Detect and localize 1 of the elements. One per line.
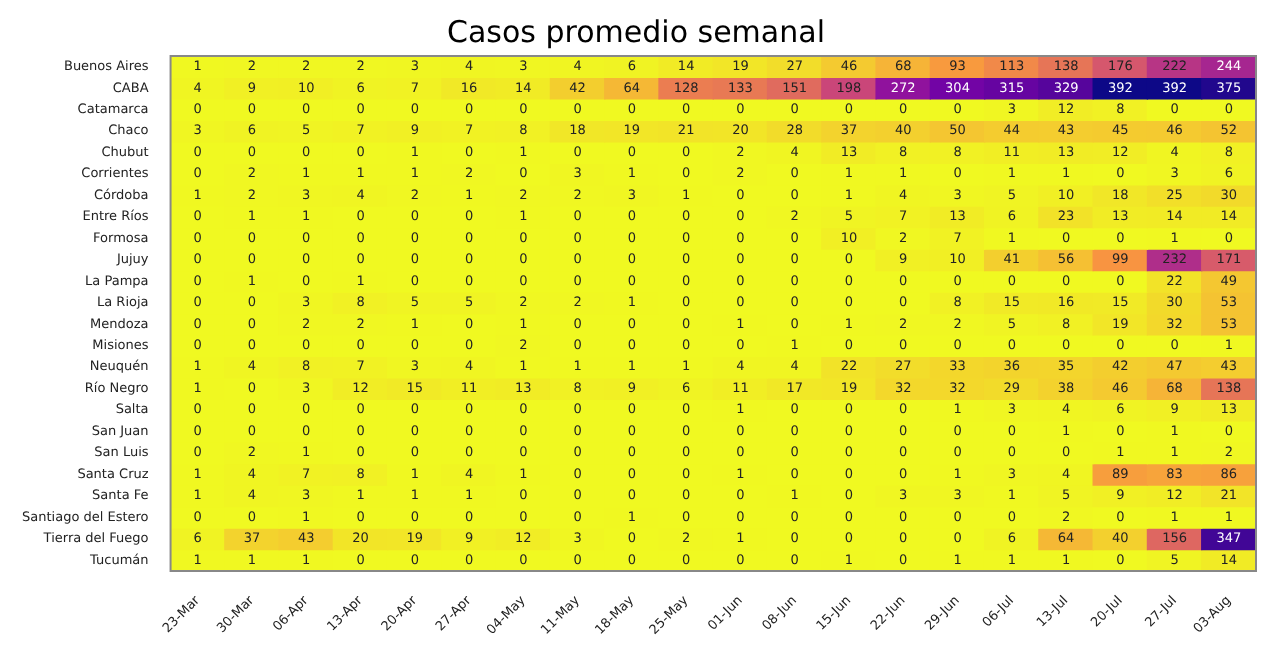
chart-title: Casos promedio semanal (447, 13, 825, 50)
